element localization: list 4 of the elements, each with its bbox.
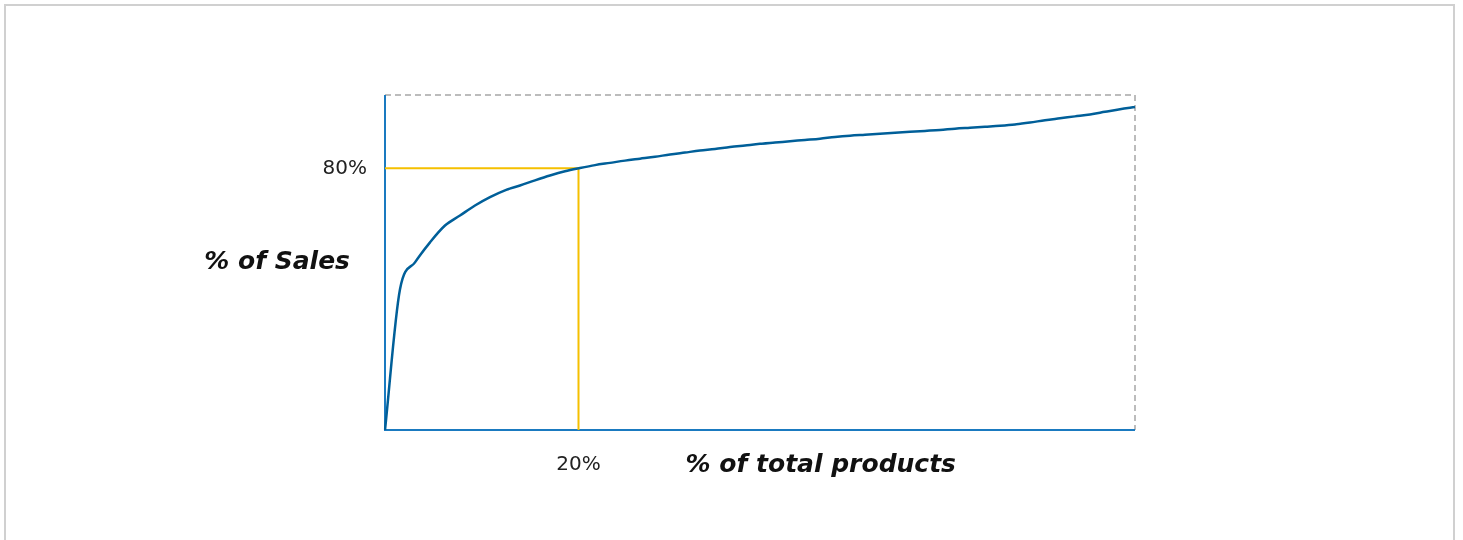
y-axis-title: % of Sales [204, 246, 350, 275]
text: 20% [556, 451, 601, 476]
text: 80% [322, 154, 367, 179]
x-axis-title: % of total products [685, 448, 956, 478]
